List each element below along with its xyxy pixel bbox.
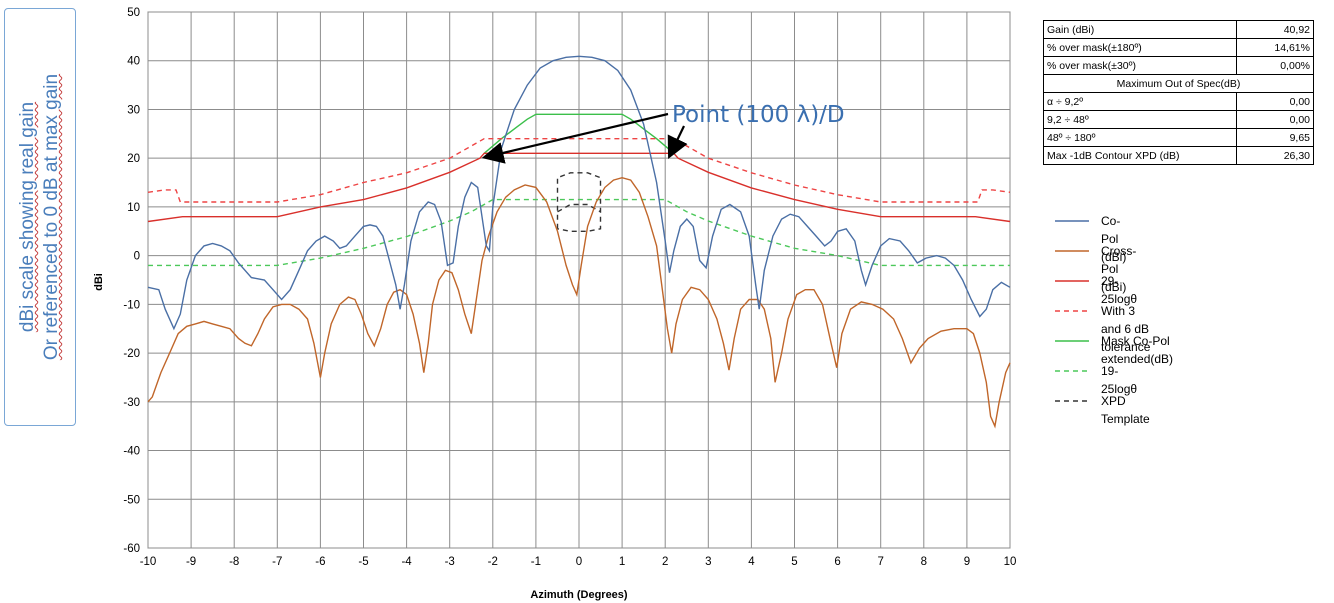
x-tick-label: -7 — [272, 556, 282, 568]
table-label-cell: Gain (dBi) — [1043, 20, 1237, 39]
y-tick-label: -30 — [123, 397, 140, 409]
antenna-pattern-chart: -10 -9 -8 -7 -6 -5 -4 -3 -2 -1 0 1 2 3 4 5 6 7 8 9 105040302… — [93, 7, 1016, 601]
x-tick-label: -5 — [358, 556, 368, 568]
series-co-pol-dbi — [147, 55, 1011, 331]
y-tick-label: -60 — [123, 543, 140, 555]
x-tick-label: 2 — [662, 556, 668, 568]
x-tick-label: 7 — [877, 556, 883, 568]
table-label-cell: % over mask(±30º) — [1043, 56, 1237, 75]
legend-label: 19-25logθ — [1101, 364, 1138, 396]
x-axis-label: Azimuth (Degrees) — [530, 589, 628, 601]
spec-table: Gain (dBi) 40,92% over mask(±180º) 14,61%%… — [1043, 20, 1314, 165]
legend-swatch — [1055, 280, 1089, 282]
y-tick-label: 20 — [127, 153, 140, 165]
chart-series — [147, 55, 1011, 429]
legend-swatch — [1055, 310, 1089, 312]
table-value-cell: 0,00 — [1236, 92, 1314, 111]
x-tick-label: 9 — [964, 556, 970, 568]
table-row: Gain (dBi) 40,92 — [1043, 20, 1314, 39]
x-tick-label: -10 — [140, 556, 157, 568]
x-tick-label: -3 — [445, 556, 455, 568]
table-label-cell: Max -1dB Contour XPD (dB) — [1043, 146, 1237, 165]
series-19-25log — [148, 198, 1010, 267]
x-tick-label: 3 — [705, 556, 711, 568]
series-29-25log — [147, 152, 1011, 223]
table-label-cell: α ÷ 9,2º — [1043, 92, 1237, 111]
legend-swatch — [1055, 400, 1089, 402]
annotation-text: Point (100 λ)/D — [672, 102, 845, 128]
legend-label: Cross-Pol (dBi) — [1101, 244, 1137, 294]
x-tick-label: -9 — [186, 556, 196, 568]
legend-swatch — [1055, 220, 1089, 222]
y-tick-label: -20 — [123, 348, 140, 360]
legend-swatch — [1055, 340, 1089, 342]
legend-swatch — [1055, 250, 1089, 252]
annotation-arrow-right — [667, 125, 688, 159]
table-value-cell: 9,65 — [1236, 128, 1314, 147]
x-tick-label: -2 — [488, 556, 498, 568]
table-row: Maximum Out of Spec(dB) — [1043, 74, 1314, 93]
x-tick-label: 8 — [921, 556, 927, 568]
legend-label: Mask Co-Pol extended(dB) — [1101, 334, 1174, 366]
table-value-cell: 0,00% — [1236, 56, 1314, 75]
x-tick-label: 6 — [834, 556, 840, 568]
series-mask-co-pol-extended-db — [483, 113, 675, 154]
table-row: Max -1dB Contour XPD (dB) 26,30 — [1043, 146, 1314, 165]
y-tick-label: 10 — [127, 202, 140, 214]
side-note-box: dBi scale showing real gain Or reference… — [4, 8, 76, 426]
y-tick-label: 40 — [127, 56, 140, 68]
y-axis-label: dBi — [93, 273, 105, 291]
legend-label: Co-Pol (dBi) — [1101, 214, 1127, 264]
table-row: % over mask(±180º) 14,61% — [1043, 38, 1314, 57]
table-row: 9,2 ÷ 48º 0,00 — [1043, 110, 1314, 129]
y-tick-label: 30 — [127, 104, 140, 116]
x-tick-label: 4 — [748, 556, 755, 568]
table-label-cell: % over mask(±180º) — [1043, 38, 1237, 57]
x-tick-label: -8 — [229, 556, 239, 568]
table-value-cell: 0,00 — [1236, 110, 1314, 129]
x-tick-label: 1 — [619, 556, 625, 568]
legend-label: With 3 and 6 dB tolerance — [1101, 304, 1151, 354]
table-value-cell: 14,61% — [1236, 38, 1314, 57]
y-tick-label: -40 — [123, 446, 140, 458]
y-tick-label: -50 — [123, 494, 140, 506]
table-label-cell: 9,2 ÷ 48º — [1043, 110, 1237, 129]
table-row: % over mask(±30º) 0,00% — [1043, 56, 1314, 75]
series-xpd-template — [556, 172, 602, 233]
x-tick-label: -4 — [401, 556, 412, 568]
table-value-cell: 26,30 — [1236, 146, 1314, 165]
x-tick-label: -1 — [531, 556, 541, 568]
table-header-cell: Maximum Out of Spec(dB) — [1043, 74, 1314, 93]
y-tick-label: 0 — [134, 251, 140, 263]
table-row: 48º ÷ 180º 9,65 — [1043, 128, 1314, 147]
annotation-arrow-left — [481, 112, 669, 164]
table-label-cell: 48º ÷ 180º — [1043, 128, 1237, 147]
x-tick-label: -6 — [315, 556, 325, 568]
legend-label: 29-25logθ — [1101, 274, 1138, 306]
y-tick-label: 50 — [127, 7, 140, 19]
x-tick-label: 0 — [576, 556, 582, 568]
x-tick-label: 5 — [791, 556, 797, 568]
series-with-3-and-6-db-tolerance — [147, 137, 1011, 203]
x-tick-label: 10 — [1004, 556, 1017, 568]
legend-label: XPD Template — [1101, 394, 1150, 426]
legend-swatch — [1055, 370, 1089, 372]
table-row: α ÷ 9,2º 0,00 — [1043, 92, 1314, 111]
table-value-cell: 40,92 — [1236, 20, 1314, 39]
annotation: Point (100 λ)/D — [481, 102, 845, 164]
series-cross-pol-dbi — [147, 176, 1011, 429]
chart-tick-labels: -10 -9 -8 -7 -6 -5 -4 -3 -2 -1 0 1 2 3 4 5 6 7 8 9 105040302… — [123, 7, 1016, 568]
y-tick-label: -10 — [123, 299, 140, 311]
